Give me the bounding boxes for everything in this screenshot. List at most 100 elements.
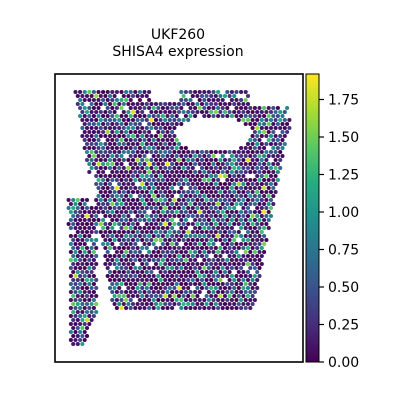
expression-spot [257, 145, 262, 151]
expression-spot [248, 249, 253, 255]
expression-spot [262, 121, 267, 127]
expression-spot [266, 225, 271, 231]
expression-spot [137, 121, 142, 127]
expression-spot [130, 261, 136, 267]
expression-spot [229, 201, 234, 207]
expression-spot [153, 181, 159, 187]
expression-spot [227, 253, 232, 259]
expression-spot [229, 257, 234, 263]
expression-spot [124, 201, 129, 207]
expression-spot [218, 101, 223, 107]
expression-spot [103, 189, 108, 195]
expression-spot [257, 169, 262, 175]
expression-spot [78, 241, 83, 247]
expression-spot [204, 109, 209, 115]
expression-spot [87, 105, 92, 111]
expression-spot [80, 341, 85, 347]
expression-spot [107, 157, 113, 163]
expression-spot [135, 133, 140, 139]
expression-spot [206, 185, 211, 191]
expression-spot [94, 293, 99, 299]
expression-spot [142, 169, 147, 175]
expression-spot [107, 269, 113, 275]
expression-spot [179, 153, 184, 159]
expression-spot [119, 177, 124, 183]
expression-spot [126, 165, 131, 171]
expression-spot [188, 97, 193, 103]
expression-spot [78, 329, 83, 335]
expression-spot [98, 181, 103, 187]
expression-spot [107, 229, 113, 235]
expression-spot [98, 149, 103, 155]
expression-spot [165, 105, 170, 111]
expression-spot [209, 285, 214, 291]
expression-spot [140, 101, 145, 107]
expression-spot [186, 301, 191, 307]
expression-spot [280, 113, 285, 119]
expression-spot [218, 293, 223, 299]
expression-spot [142, 89, 147, 95]
expression-spot [151, 113, 156, 119]
expression-spot [80, 101, 85, 107]
expression-spot [174, 145, 179, 151]
expression-spot [73, 273, 78, 279]
expression-spot [202, 193, 207, 199]
expression-spot [149, 237, 154, 243]
expression-spot [248, 241, 253, 247]
expression-spot [114, 233, 119, 239]
expression-spot [236, 285, 241, 291]
expression-spot [137, 249, 142, 255]
expression-spot [87, 137, 92, 143]
expression-spot [280, 145, 285, 151]
expression-spot [78, 305, 83, 311]
expression-spot [197, 153, 202, 159]
expression-spot [197, 273, 202, 279]
expression-spot [209, 221, 214, 227]
expression-spot [158, 269, 163, 275]
expression-spot [188, 281, 193, 287]
expression-spot [78, 281, 83, 287]
expression-spot [216, 97, 221, 103]
expression-spot [156, 145, 161, 151]
expression-spot [126, 269, 131, 275]
expression-spot [165, 161, 170, 167]
expression-spot [183, 305, 188, 311]
expression-spot [216, 225, 221, 231]
expression-spot [209, 245, 214, 251]
expression-spot [71, 197, 76, 203]
expression-spot [264, 181, 269, 187]
expression-spot [130, 109, 136, 115]
expression-spot [119, 257, 124, 263]
expression-spot [84, 213, 90, 219]
expression-spot [197, 233, 202, 239]
expression-spot [130, 117, 136, 123]
expression-spot [190, 205, 195, 211]
expression-spot [117, 229, 122, 235]
expression-spot [119, 97, 124, 103]
expression-spot [110, 257, 115, 263]
expression-spot [170, 137, 175, 143]
expression-spot [255, 141, 260, 147]
expression-spot [188, 193, 193, 199]
expression-spot [158, 229, 163, 235]
expression-spot [130, 125, 136, 131]
expression-spot [133, 209, 138, 215]
expression-spot [209, 237, 214, 243]
expression-spot [170, 121, 175, 127]
expression-spot [193, 273, 198, 279]
expression-spot [216, 209, 221, 215]
expression-spot [275, 169, 280, 175]
expression-spot [91, 129, 96, 135]
expression-spot [68, 201, 73, 207]
expression-spot [206, 257, 211, 263]
expression-spot [220, 161, 225, 167]
expression-spot [133, 137, 138, 143]
expression-spot [156, 209, 161, 215]
expression-spot [140, 301, 145, 307]
expression-spot [216, 305, 221, 311]
chart-title-line-1: UKF260 [151, 27, 205, 43]
expression-spot [117, 301, 122, 307]
expression-spot [87, 313, 92, 319]
expression-spot [105, 241, 110, 247]
expression-spot [75, 93, 80, 99]
